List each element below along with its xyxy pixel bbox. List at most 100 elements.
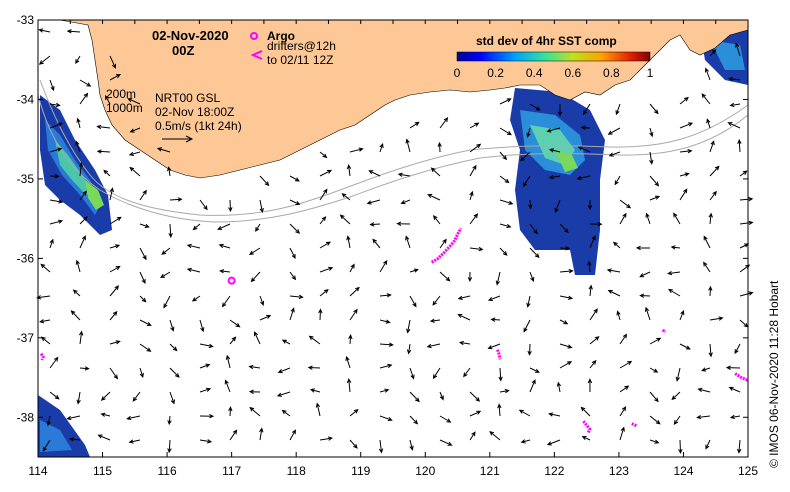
current-vector-arrow xyxy=(254,331,261,345)
current-vector-arrow xyxy=(217,223,231,230)
current-vector-arrow xyxy=(70,310,81,321)
current-vector-arrow xyxy=(405,138,411,153)
current-vector-arrow xyxy=(76,117,81,129)
current-vector-arrow xyxy=(346,377,352,393)
current-vector-arrow xyxy=(701,367,711,372)
current-vector-arrow xyxy=(46,415,51,427)
current-vector-arrow xyxy=(78,330,84,345)
current-vector-arrow xyxy=(259,199,264,214)
current-vector-arrow xyxy=(40,336,51,345)
current-vector-arrow xyxy=(606,268,621,273)
current-vector-arrow xyxy=(379,143,384,153)
current-vector-arrow xyxy=(225,354,231,369)
y-tick-label: -35 xyxy=(17,172,35,186)
current-vector-arrow xyxy=(587,260,592,273)
current-vector-arrow xyxy=(349,263,355,273)
current-vector-arrow xyxy=(139,247,147,261)
current-vector-arrow xyxy=(739,220,754,226)
current-vector-arrow xyxy=(169,319,175,332)
current-vector-arrow xyxy=(129,127,141,133)
credit-text: © IMOS 06-Nov-2020 11:28 Hobart xyxy=(767,280,781,468)
current-vector-arrow xyxy=(587,200,593,211)
current-vector-arrow xyxy=(469,122,480,129)
current-vector-arrow xyxy=(139,223,150,228)
y-tick-label: -33 xyxy=(17,13,35,27)
scale-label: 0.5m/s (1kt 24h) xyxy=(155,119,242,133)
current-vector-arrow xyxy=(161,247,171,255)
current-vector-arrow xyxy=(379,293,392,298)
current-vector-arrow xyxy=(96,149,111,154)
current-vector-arrow xyxy=(556,381,562,393)
current-vector-arrow xyxy=(589,359,597,369)
contour-1000m-label: 1000m xyxy=(106,101,143,115)
x-tick-label: 122 xyxy=(544,464,564,478)
current-vector-arrow xyxy=(199,439,213,444)
current-vector-arrow xyxy=(319,241,332,249)
current-vector-arrow xyxy=(109,187,114,201)
colorbar-tick-label: 0.4 xyxy=(526,66,543,80)
current-vector-arrow xyxy=(169,391,175,405)
current-vector-arrow xyxy=(169,197,183,202)
current-vector-arrow xyxy=(499,199,514,205)
current-vector-arrow xyxy=(348,334,353,345)
current-vector-arrow xyxy=(607,290,621,297)
current-vector-arrow xyxy=(127,98,141,105)
current-vector-arrow xyxy=(734,343,741,355)
current-vector-arrow xyxy=(727,122,741,129)
current-vector-arrow xyxy=(319,151,328,159)
colorbar-tick-label: 1 xyxy=(647,66,654,80)
current-vector-arrow xyxy=(249,406,261,417)
current-vector-arrow xyxy=(259,427,264,441)
colorbar-tick-label: 0 xyxy=(454,66,461,80)
current-vector-arrow xyxy=(259,175,270,187)
current-vector-arrow xyxy=(248,389,261,394)
current-vector-arrow xyxy=(649,337,662,345)
current-vector-arrow xyxy=(308,335,321,345)
current-vector-arrow xyxy=(341,193,351,201)
current-vector-arrow xyxy=(458,340,471,346)
current-vector-arrow xyxy=(589,235,596,249)
current-vector-arrow xyxy=(499,98,512,105)
current-vector-arrow xyxy=(675,367,681,382)
current-vector-arrow xyxy=(289,294,304,300)
current-vector-arrow xyxy=(281,409,291,417)
current-vector-arrow xyxy=(673,212,681,225)
drifter-track xyxy=(661,328,667,334)
current-vector-arrow xyxy=(349,308,358,321)
current-vector-arrow xyxy=(580,125,591,130)
current-vector-arrow xyxy=(199,363,211,369)
current-vector-arrow xyxy=(649,127,654,138)
x-tick-label: 119 xyxy=(351,464,370,478)
current-vector-arrow xyxy=(546,439,561,446)
current-vector-arrow xyxy=(709,165,720,177)
current-vector-arrow xyxy=(139,367,144,378)
current-vector-arrow xyxy=(739,170,748,177)
current-vector-arrow xyxy=(289,429,296,441)
drifters-line-1: drifters@12h xyxy=(267,39,336,53)
current-vector-arrow xyxy=(527,343,532,356)
current-vector-arrow xyxy=(577,146,591,153)
current-vector-arrow xyxy=(79,190,87,201)
y-tick-label: -38 xyxy=(17,410,35,424)
current-vector-arrow xyxy=(379,342,394,347)
current-vector-arrow xyxy=(499,388,510,394)
current-vector-arrow xyxy=(427,194,441,201)
current-vector-arrow xyxy=(559,223,569,234)
current-vector-arrow xyxy=(346,235,351,249)
current-vector-arrow xyxy=(528,199,533,210)
current-vector-arrow xyxy=(346,164,352,177)
current-vector-arrow xyxy=(368,170,381,177)
current-vector-arrow xyxy=(139,343,152,352)
current-vector-arrow xyxy=(186,243,201,249)
current-vector-arrow xyxy=(199,387,212,393)
current-vector-arrow xyxy=(277,367,291,374)
current-vector-arrow xyxy=(339,214,351,225)
argo-float-markers xyxy=(227,276,236,285)
current-vector-arrow xyxy=(289,175,300,182)
current-vector-field xyxy=(36,28,754,455)
current-vector-arrow xyxy=(499,175,510,184)
current-vector-arrow xyxy=(75,140,81,153)
current-vector-arrow xyxy=(709,49,717,57)
current-vector-arrow xyxy=(649,391,659,403)
drifter-track xyxy=(582,420,592,434)
